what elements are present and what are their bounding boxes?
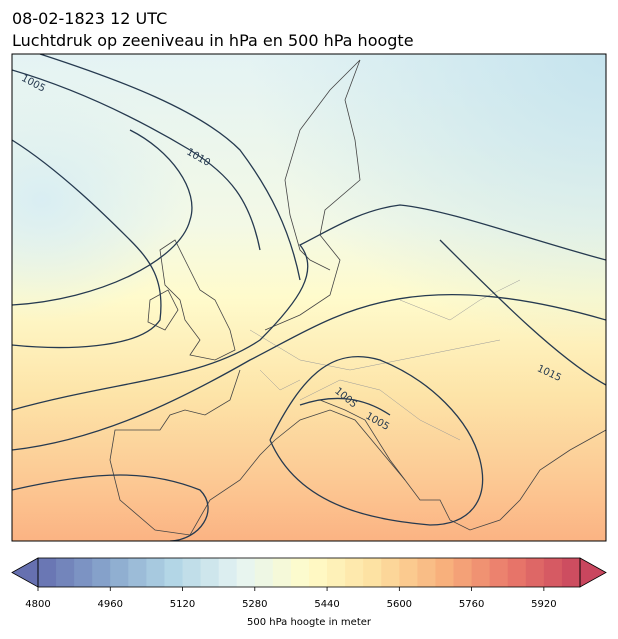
colorbar-tick-label: 5440: [314, 599, 339, 610]
map-frame: [11, 53, 607, 542]
colorbar-level: [200, 558, 220, 587]
colorbar-level: [471, 558, 491, 587]
colorbar-level: [507, 558, 527, 587]
colorbar: 4800 4960 5120 5280 5440 5600 5760 5920: [11, 557, 607, 610]
colorbar-tick-label: 5760: [459, 599, 484, 610]
colorbar-extend-high: [579, 557, 607, 588]
colorbar-tick-label: 5120: [170, 599, 195, 610]
colorbar-level: [128, 558, 147, 587]
colorbar-level: [543, 558, 563, 587]
colorbar-label: 500 hPa hoogte in meter: [247, 617, 372, 628]
colorbar-frame: [37, 557, 581, 588]
colorbar-level: [218, 558, 238, 587]
colorbar-level: [309, 558, 328, 587]
colorbar-level: [164, 558, 184, 587]
colorbar-tick-label: 4800: [25, 599, 50, 610]
colorbar-level: [110, 558, 129, 587]
colorbar-tick-label: 5280: [242, 599, 267, 610]
title: 08-02-1823 12 UTC: [12, 9, 167, 28]
colorbar-level: [272, 558, 292, 587]
colorbar-level: [399, 558, 418, 587]
colorbar-level: [290, 558, 310, 587]
colorbar-tick-label: 5920: [531, 599, 556, 610]
colorbar-level: [417, 558, 436, 587]
colorbar-level: [435, 558, 455, 587]
colorbar-level: [525, 558, 545, 587]
colorbar-level: [254, 558, 274, 587]
colorbar-level: [345, 558, 364, 587]
map: [12, 54, 606, 541]
colorbar-tick-label: 5600: [387, 599, 412, 610]
colorbar-level: [56, 558, 75, 587]
colorbar-level: [146, 558, 165, 587]
subtitle: Luchtdruk op zeeniveau in hPa en 500 hPa…: [12, 31, 414, 50]
colorbar-level: [561, 558, 581, 587]
colorbar-level: [92, 558, 111, 587]
colorbar-level: [363, 558, 382, 587]
colorbar-level: [327, 558, 346, 587]
colorbar-level: [489, 558, 509, 587]
colorbar-extend-low: [11, 557, 39, 588]
colorbar-level: [236, 558, 256, 587]
colorbar-level: [74, 558, 93, 587]
colorbar-level: [381, 558, 400, 587]
colorbar-level: [182, 558, 202, 587]
colorbar-level: [38, 558, 57, 587]
colorbar-tick-label: 4960: [98, 599, 123, 610]
colorbar-level: [453, 558, 473, 587]
